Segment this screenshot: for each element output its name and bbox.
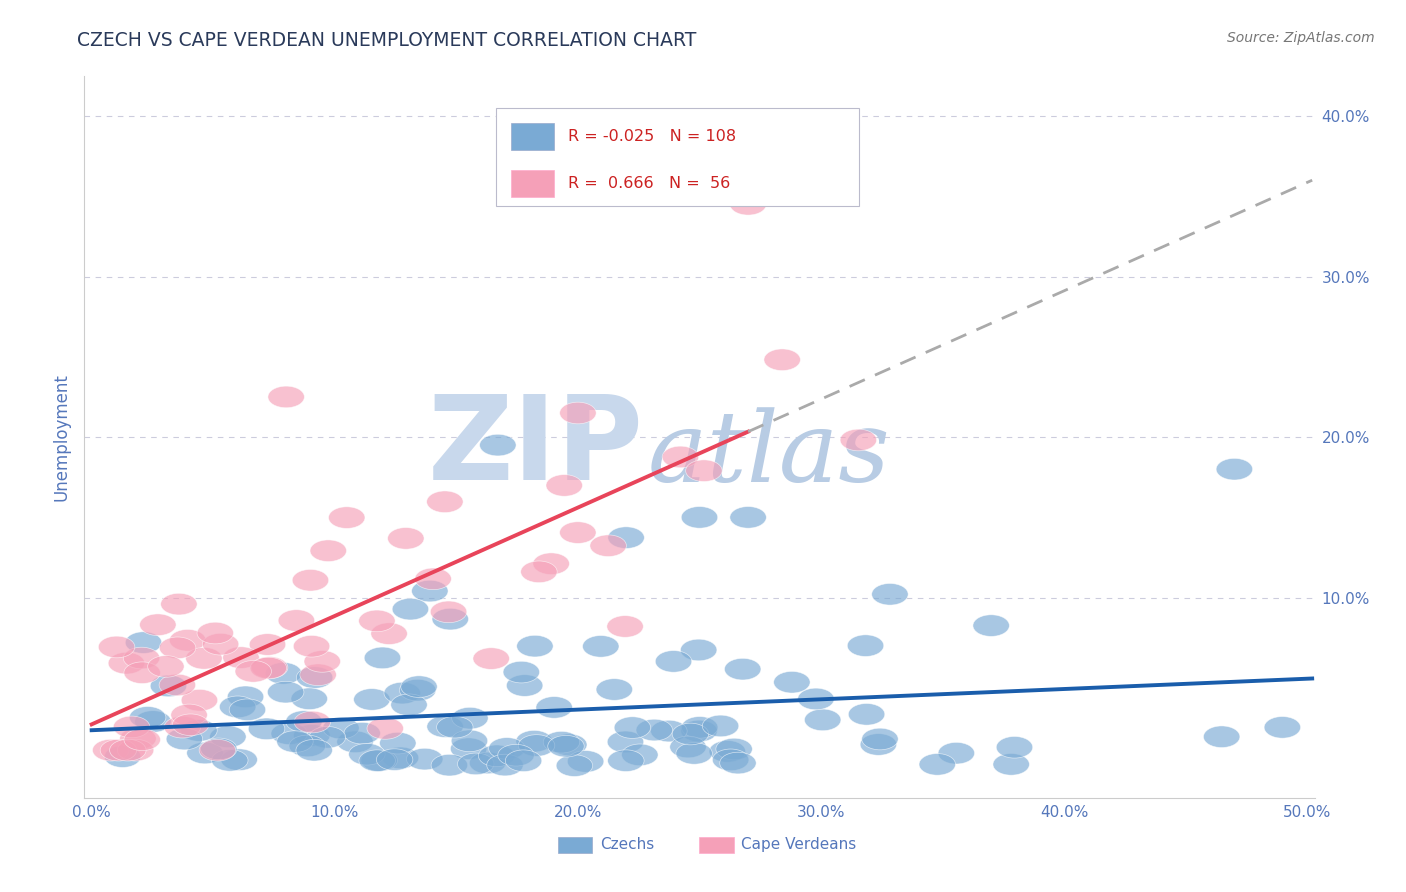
Text: Cape Verdeans: Cape Verdeans: [741, 837, 856, 852]
Text: ZIP: ZIP: [427, 391, 644, 506]
Text: atlas: atlas: [648, 408, 890, 503]
Text: CZECH VS CAPE VERDEAN UNEMPLOYMENT CORRELATION CHART: CZECH VS CAPE VERDEAN UNEMPLOYMENT CORRE…: [77, 31, 697, 50]
Bar: [512, 170, 554, 197]
Bar: [558, 837, 592, 853]
Text: R =  0.666   N =  56: R = 0.666 N = 56: [568, 176, 730, 191]
FancyBboxPatch shape: [496, 108, 859, 206]
Text: Czechs: Czechs: [600, 837, 654, 852]
Bar: [700, 837, 734, 853]
Text: Source: ZipAtlas.com: Source: ZipAtlas.com: [1227, 31, 1375, 45]
Y-axis label: Unemployment: Unemployment: [52, 373, 70, 501]
Bar: [512, 123, 554, 150]
Text: R = -0.025   N = 108: R = -0.025 N = 108: [568, 128, 735, 144]
